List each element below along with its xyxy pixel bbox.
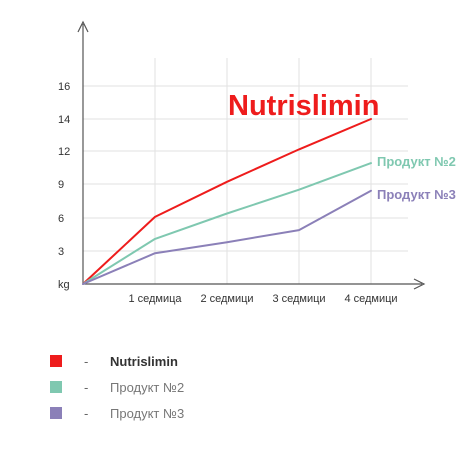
- legend-swatch-product-2: [50, 381, 62, 393]
- legend-dash: -: [84, 379, 89, 395]
- y-tick-label: 9: [58, 179, 64, 191]
- y-tick-label: 12: [58, 146, 70, 158]
- legend-label-nutrislimin: Nutrislimin: [110, 353, 178, 369]
- y-tick-label: 14: [58, 114, 70, 126]
- line-chart: kg 3 6 9 12 14 16 1 седмица 2 седмици 3 седмици 4 …: [58, 20, 456, 305]
- legend-label-product-2: Продукт №2: [110, 379, 185, 395]
- legend-item-nutrislimin: - Nutrislimin: [50, 348, 184, 374]
- annotation-nutrislimin: Nutrislimin: [228, 90, 379, 122]
- series-line-0: [82, 118, 372, 285]
- series-annotations: Nutrislimin Продукт №2 Продукт №3: [228, 90, 456, 202]
- tick-labels: kg 3 6 9 12 14 16 1 седмица 2 седмици 3 седмици 4 …: [58, 81, 398, 305]
- x-tick-label: 4 седмици: [344, 293, 397, 305]
- annotation-product-2: Продукт №2: [377, 154, 456, 169]
- annotation-product-3: Продукт №3: [377, 187, 456, 202]
- series-lines: [82, 118, 372, 285]
- y-tick-label: kg: [58, 279, 70, 291]
- x-tick-label: 1 седмица: [128, 293, 182, 305]
- y-axis-arrow: [77, 20, 89, 33]
- series-line-2: [82, 189, 372, 285]
- x-tick-label: 2 седмици: [200, 293, 253, 305]
- y-tick-label: 3: [58, 246, 64, 258]
- legend-label-product-3: Продукт №3: [110, 405, 185, 421]
- legend-dash: -: [84, 405, 89, 421]
- y-tick-label: 16: [58, 81, 70, 93]
- x-tick-label: 3 седмици: [272, 293, 325, 305]
- series-line-1: [82, 162, 372, 285]
- legend-dash: -: [84, 353, 89, 369]
- x-axis-arrow: [413, 278, 426, 290]
- legend: - Nutrislimin - Продукт №2 - Продукт №3: [50, 348, 184, 426]
- legend-swatch-nutrislimin: [50, 355, 62, 367]
- legend-item-product-3: - Продукт №3: [50, 400, 184, 426]
- legend-item-product-2: - Продукт №2: [50, 374, 184, 400]
- legend-swatch-product-3: [50, 407, 62, 419]
- grid: [83, 58, 408, 284]
- axes: [77, 20, 426, 290]
- y-tick-label: 6: [58, 213, 64, 225]
